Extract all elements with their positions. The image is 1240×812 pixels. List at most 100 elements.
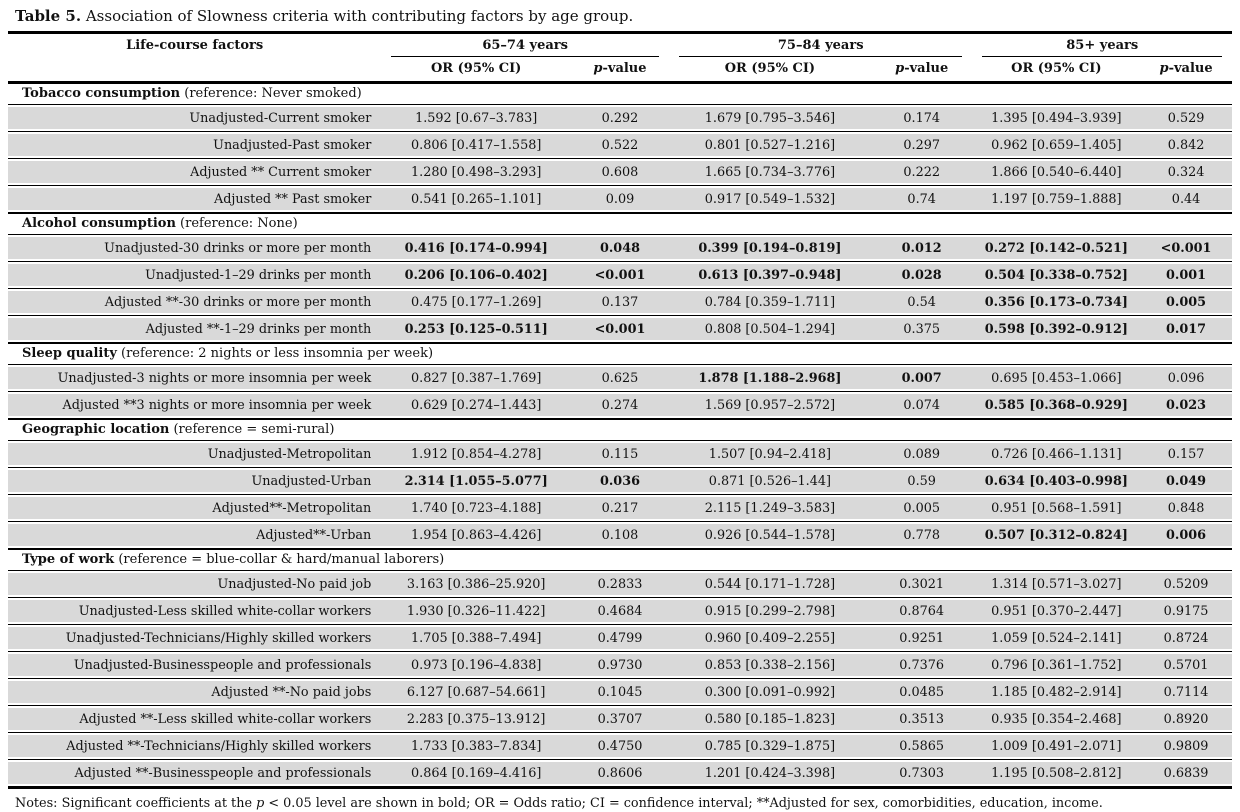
row-label: Adjusted **-1–29 drinks per month (145, 321, 372, 337)
p-value-cell: 0.222 (903, 164, 940, 180)
or-ci-cell: 1.954 [0.863–4.426] (410, 527, 542, 543)
or-ci-cell: 6.127 [0.687–54.661] (406, 684, 546, 700)
or-ci-cell: 0.784 [0.359–1.711] (704, 294, 836, 310)
or-ci-cell: 0.808 [0.504–1.294] (704, 321, 836, 337)
section-header-row: Alcohol consumption (reference: None) (8, 212, 1232, 235)
subheader-pvalue-2: p-value (871, 57, 973, 81)
or-ci-cell: 0.544 [0.171–1.728] (704, 576, 836, 592)
p-value-cell: 0.1045 (597, 684, 643, 700)
table-caption: Table 5. Association of Slowness criteri… (8, 4, 1232, 31)
or-ci-cell: 1.912 [0.854–4.278] (410, 446, 542, 462)
p-value-cell: 0.375 (903, 321, 940, 337)
or-ci-cell: 0.356 [0.173–0.734] (984, 294, 1128, 310)
p-value-cell: 0.625 (601, 370, 639, 386)
p-value-cell: 0.023 (1166, 397, 1207, 413)
row-label: Unadjusted-Businesspeople and profession… (73, 657, 372, 673)
p-value-cell: 0.842 (1167, 137, 1205, 153)
or-ci-cell: 2.115 [1.249–3.583] (704, 500, 836, 516)
table-row: Unadjusted-Metropolitan 1.912 [0.854–4.27… (8, 443, 1232, 465)
row-separator (8, 759, 1232, 760)
or-ci-cell: 0.613 [0.397–0.948] (698, 267, 842, 283)
row-label: Unadjusted-Less skilled white-collar wor… (78, 603, 372, 619)
p-value-cell: <0.001 (594, 321, 646, 337)
p-value-cell: 0.8920 (1163, 711, 1209, 727)
or-ci-cell: 0.853 [0.338–2.156] (704, 657, 836, 673)
or-ci-cell: 0.935 [0.354–2.468] (991, 711, 1122, 727)
row-separator (8, 521, 1232, 522)
or-ci-cell: 0.272 [0.142–0.521] (984, 240, 1128, 256)
or-ci-cell: 0.951 [0.568–1.591] (991, 500, 1122, 516)
table-caption-text: Association of Slowness criteria with co… (85, 7, 634, 25)
section-reference: (reference = blue-collar & hard/manual l… (114, 552, 445, 567)
p-value-cell: 0.137 (601, 294, 639, 310)
row-separator (8, 732, 1232, 733)
or-ci-cell: 0.917 [0.549–1.532] (704, 191, 836, 207)
subheader-p-italic: p (895, 61, 905, 76)
row-separator (8, 131, 1232, 132)
table-row: Adjusted **-Less skilled white-collar wo… (8, 708, 1232, 730)
p-value-cell: 0.7376 (899, 657, 945, 673)
subheader-p-rest: -value (602, 61, 647, 76)
row-separator (8, 261, 1232, 262)
or-ci-cell: 0.504 [0.338–0.752] (984, 267, 1128, 283)
or-ci-cell: 0.796 [0.361–1.752] (991, 657, 1122, 673)
section-reference: (reference: 2 nights or less insomnia pe… (116, 346, 434, 361)
p-value-cell: 0.001 (1166, 267, 1207, 283)
or-ci-cell: 1.866 [0.540–6.440] (991, 164, 1122, 180)
row-separator (8, 158, 1232, 159)
or-ci-cell: 1.059 [0.524–2.141] (991, 630, 1122, 646)
row-label: Adjusted**-Metropolitan (212, 500, 372, 516)
p-value-cell: 0.074 (903, 397, 940, 413)
or-ci-cell: 0.475 [0.177–1.269] (410, 294, 542, 310)
row-label: Adjusted **3 nights or more insomnia per… (62, 397, 372, 413)
p-value-cell: 0.3513 (899, 711, 945, 727)
row-separator (8, 467, 1232, 468)
or-ci-cell: 1.569 [0.957–2.572] (704, 397, 836, 413)
or-ci-cell: 0.598 [0.392–0.912] (984, 321, 1128, 337)
row-separator (8, 678, 1232, 679)
row-label: Unadjusted-1–29 drinks per month (145, 267, 372, 283)
row-label: Unadjusted-Metropolitan (207, 446, 372, 462)
table-row: Unadjusted-3 nights or more insomnia per… (8, 367, 1232, 389)
row-separator (8, 288, 1232, 289)
table-row: Adjusted**-Metropolitan 1.740 [0.723–4.18… (8, 497, 1232, 519)
row-label: Unadjusted-30 drinks or more per month (104, 240, 372, 256)
p-value-cell: 0.0485 (899, 684, 945, 700)
or-ci-cell: 1.930 [0.326–11.422] (406, 603, 546, 619)
or-ci-cell: 0.806 [0.417–1.558] (410, 137, 542, 153)
subheader-p-rest: -value (1168, 61, 1213, 76)
table: Life-course factors 65–74 years 75–84 ye… (8, 31, 1232, 789)
column-group-75-84-years: 75–84 years (678, 34, 963, 57)
p-value-cell: 0.017 (1166, 321, 1207, 337)
table-row: Adjusted **3 nights or more insomnia per… (8, 394, 1232, 416)
row-separator (8, 624, 1232, 625)
p-value-cell: 0.108 (601, 527, 639, 543)
or-ci-cell: 0.951 [0.370–2.447] (991, 603, 1122, 619)
p-value-cell: 0.8724 (1163, 630, 1209, 646)
row-label: Unadjusted-No paid job (217, 576, 372, 592)
or-ci-cell: 1.705 [0.388–7.494] (410, 630, 542, 646)
or-ci-cell: 2.314 [1.055–5.077] (404, 473, 548, 489)
or-ci-cell: 0.827 [0.387–1.769] (410, 370, 542, 386)
or-ci-cell: 0.253 [0.125–0.511] (404, 321, 548, 337)
table-row: Unadjusted-Less skilled white-collar wor… (8, 600, 1232, 622)
table-row: Unadjusted-30 drinks or more per month 0.… (8, 237, 1232, 259)
section-title: Sleep quality (22, 346, 117, 361)
section-reference: (reference = semi-rural) (169, 422, 335, 437)
row-label: Adjusted**-Urban (256, 527, 372, 543)
or-ci-cell: 0.585 [0.368–0.929] (984, 397, 1128, 413)
p-value-cell: 0.292 (601, 110, 639, 126)
or-ci-cell: 1.201 [0.424–3.398] (704, 765, 836, 781)
or-ci-cell: 0.300 [0.091–0.992] (704, 684, 836, 700)
p-value-cell: 0.174 (903, 110, 940, 126)
p-value-cell: 0.028 (901, 267, 942, 283)
or-ci-cell: 0.960 [0.409–2.255] (704, 630, 836, 646)
subheader-p-rest: -value (904, 61, 949, 76)
row-label: Unadjusted-3 nights or more insomnia per… (57, 370, 372, 386)
row-label: Adjusted **-Technicians/Highly skilled w… (66, 738, 372, 754)
row-separator (8, 705, 1232, 706)
p-value-cell: 0.4684 (597, 603, 643, 619)
table-row: Unadjusted-Urban 2.314 [1.055–5.077] 0.036… (8, 470, 1232, 492)
or-ci-cell: 1.395 [0.494–3.939] (991, 110, 1122, 126)
section-title: Alcohol consumption (22, 216, 176, 231)
